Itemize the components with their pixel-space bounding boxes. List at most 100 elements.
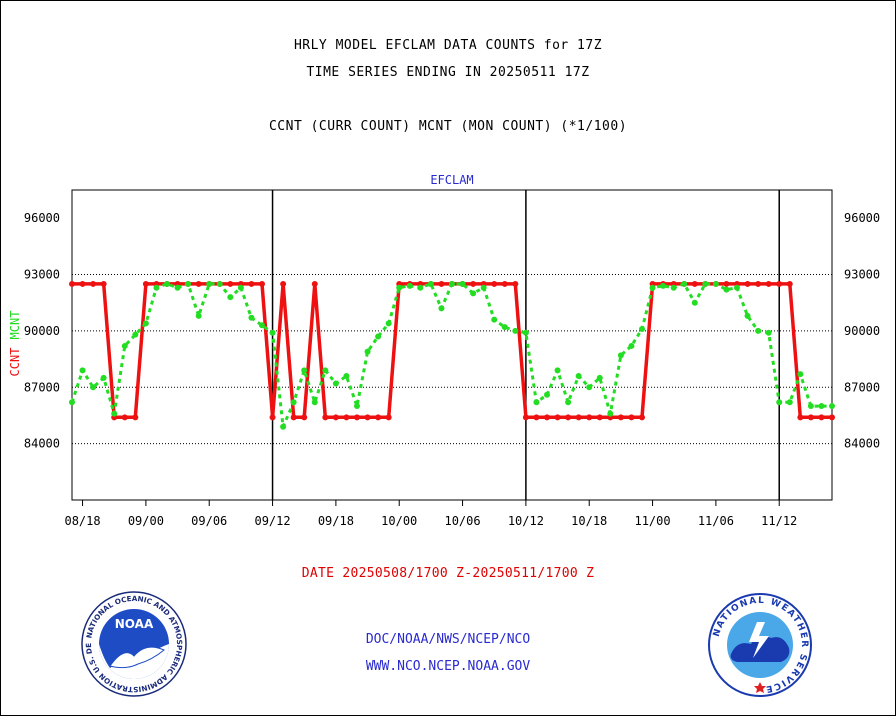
- data-point-ccnt: [132, 414, 139, 421]
- plot-area: [71, 189, 833, 501]
- data-point-ccnt: [818, 414, 825, 421]
- data-point-mcnt: [206, 280, 213, 287]
- y-tick-label-left: 96000: [24, 211, 60, 225]
- y-axis-label-mcnt: MCNT: [8, 311, 22, 340]
- data-point-mcnt: [470, 290, 477, 297]
- chart-title-line-1: HRLY MODEL EFCLAM DATA COUNTS for 17Z: [293, 38, 603, 53]
- series-line-mcnt: [70, 282, 832, 429]
- data-point-mcnt: [480, 284, 487, 291]
- nws-logo: NATIONAL WEATHER SERVICE: [708, 593, 812, 697]
- chart-subtitle: CCNT (CURR COUNT) MCNT (MON COUNT) (*1/1…: [268, 119, 628, 134]
- data-point-ccnt: [596, 414, 603, 421]
- x-tick-label: 11/12: [761, 514, 797, 528]
- data-point-mcnt: [649, 284, 656, 291]
- data-point-ccnt: [776, 280, 783, 287]
- data-point-mcnt: [786, 399, 793, 406]
- chart-title-line-2: TIME SERIES ENDING IN 20250511 17Z: [306, 65, 590, 80]
- data-point-mcnt: [533, 399, 540, 406]
- data-point-ccnt: [385, 414, 392, 421]
- data-point-mcnt: [280, 423, 287, 430]
- data-point-ccnt: [121, 414, 128, 421]
- data-point-mcnt: [607, 410, 614, 417]
- data-point-mcnt: [755, 327, 762, 334]
- data-point-mcnt: [259, 322, 265, 329]
- data-point-mcnt: [237, 284, 244, 291]
- data-point-mcnt: [734, 284, 740, 291]
- y-axis-label-ccnt: CCNT: [8, 348, 22, 377]
- data-point-ccnt: [269, 414, 276, 421]
- data-point-mcnt: [829, 403, 835, 410]
- data-point-mcnt: [617, 352, 624, 359]
- data-point-ccnt: [617, 414, 624, 421]
- data-point-ccnt: [586, 414, 593, 421]
- data-point-ccnt: [575, 414, 582, 421]
- data-point-mcnt: [491, 316, 498, 323]
- x-tick-label: 08/18: [64, 514, 100, 528]
- data-point-mcnt: [153, 284, 160, 291]
- data-point-ccnt: [470, 280, 477, 287]
- data-point-ccnt: [259, 280, 265, 287]
- data-point-mcnt: [332, 380, 339, 387]
- data-point-mcnt: [396, 284, 403, 291]
- data-point-mcnt: [311, 399, 318, 406]
- data-point-mcnt: [269, 329, 276, 336]
- data-point-mcnt: [216, 280, 223, 287]
- data-point-mcnt: [670, 284, 677, 291]
- data-point-ccnt: [248, 280, 255, 287]
- data-point-mcnt: [744, 312, 751, 319]
- data-point-ccnt: [522, 414, 529, 421]
- data-point-ccnt: [512, 280, 519, 287]
- data-point-ccnt: [322, 414, 329, 421]
- y-tick-label-right: 90000: [844, 324, 880, 338]
- data-point-mcnt: [807, 403, 814, 410]
- data-point-ccnt: [354, 414, 360, 421]
- x-tick-label: 10/18: [571, 514, 607, 528]
- data-point-ccnt: [343, 414, 350, 421]
- data-point-mcnt: [142, 320, 149, 327]
- data-point-ccnt: [639, 414, 645, 421]
- x-tick-label: 11/00: [634, 514, 670, 528]
- data-point-mcnt: [174, 284, 181, 291]
- data-point-mcnt: [69, 399, 75, 406]
- y-tick-label-left: 93000: [24, 268, 60, 282]
- data-point-mcnt: [111, 410, 118, 417]
- data-point-mcnt: [438, 305, 445, 312]
- series-line-ccnt: [72, 282, 832, 420]
- data-point-mcnt: [301, 367, 308, 374]
- data-point-ccnt: [544, 414, 550, 421]
- data-point-mcnt: [512, 327, 519, 334]
- data-point-mcnt: [248, 314, 255, 321]
- data-point-ccnt: [628, 414, 635, 421]
- data-point-mcnt: [628, 342, 635, 349]
- data-point-mcnt: [712, 280, 719, 287]
- x-tick-label: 11/06: [698, 514, 734, 528]
- data-point-mcnt: [691, 299, 698, 306]
- data-point-mcnt: [554, 367, 561, 374]
- data-point-ccnt: [691, 280, 698, 287]
- data-point-mcnt: [354, 403, 360, 410]
- data-point-ccnt: [100, 280, 107, 287]
- noaa-logo-text: NOAA: [115, 617, 154, 631]
- x-tick-label: 10/00: [381, 514, 417, 528]
- data-point-ccnt: [723, 280, 730, 287]
- footer-url[interactable]: WWW.NCO.NCEP.NOAA.GOV: [365, 659, 531, 674]
- data-point-mcnt: [290, 399, 297, 406]
- data-point-mcnt: [100, 374, 107, 381]
- x-tick-label: 09/18: [318, 514, 354, 528]
- y-tick-label-right: 84000: [844, 437, 880, 451]
- data-point-mcnt: [90, 384, 97, 391]
- data-point-ccnt: [301, 414, 308, 421]
- chart-title: EFCLAM: [430, 173, 473, 187]
- data-point-mcnt: [79, 367, 86, 374]
- data-point-mcnt: [575, 373, 582, 379]
- x-tick-label: 09/06: [191, 514, 227, 528]
- data-point-mcnt: [681, 280, 688, 287]
- data-point-mcnt: [375, 333, 382, 340]
- data-point-mcnt: [132, 331, 139, 338]
- data-point-ccnt: [565, 414, 572, 421]
- date-range: DATE 20250508/1700 Z-20250511/1700 Z: [301, 566, 595, 581]
- data-point-mcnt: [343, 373, 350, 379]
- data-point-mcnt: [427, 280, 434, 287]
- data-point-mcnt: [227, 294, 234, 301]
- data-point-mcnt: [723, 286, 730, 293]
